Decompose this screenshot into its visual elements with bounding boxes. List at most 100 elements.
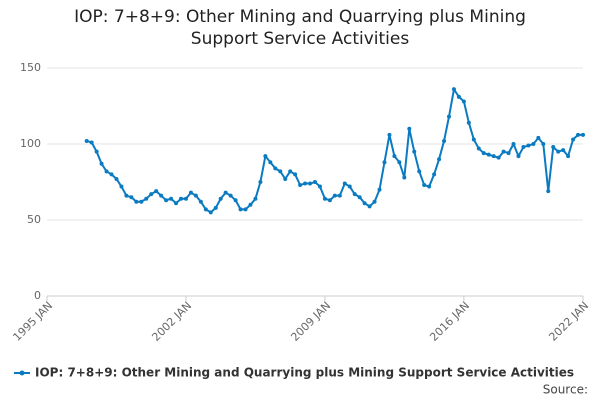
data-point	[471, 137, 476, 142]
data-point	[174, 201, 179, 206]
data-point	[94, 149, 99, 154]
y-tick-label: 50	[27, 213, 41, 226]
data-point	[213, 205, 218, 210]
data-point	[392, 154, 397, 159]
y-tick-label: 150	[20, 61, 41, 74]
source: Source:	[543, 383, 588, 397]
data-point	[447, 114, 451, 119]
x-tick-label: 2016 JAN	[427, 299, 472, 344]
data-point	[362, 201, 367, 206]
data-point	[89, 140, 94, 145]
data-point	[263, 154, 268, 159]
data-point	[382, 160, 387, 165]
data-point	[476, 146, 481, 151]
data-point	[402, 175, 407, 180]
data-point	[417, 169, 422, 174]
data-point	[114, 176, 119, 181]
data-point	[303, 181, 308, 186]
data-point	[566, 154, 571, 159]
data-point	[203, 207, 208, 212]
data-point	[283, 176, 288, 181]
data-point	[422, 183, 427, 188]
data-point	[134, 199, 139, 204]
data-point	[104, 169, 109, 174]
data-point	[84, 138, 89, 143]
data-point	[327, 198, 332, 203]
data-point	[407, 126, 412, 131]
data-point	[193, 193, 198, 198]
data-point	[99, 161, 104, 166]
data-point	[546, 189, 551, 194]
data-point	[397, 160, 402, 165]
data-point	[109, 172, 114, 177]
data-point	[144, 196, 149, 201]
x-tick-label: 2002 JAN	[149, 299, 194, 344]
data-point	[372, 199, 377, 204]
data-point	[164, 198, 169, 203]
data-point	[159, 193, 164, 198]
data-point	[268, 160, 273, 165]
data-point	[377, 187, 382, 192]
y-tick-label: 0	[34, 289, 41, 302]
data-point	[293, 172, 298, 177]
data-point	[516, 154, 521, 159]
data-point	[347, 184, 352, 189]
data-point	[278, 169, 283, 174]
data-point	[228, 193, 233, 198]
data-point	[451, 87, 456, 92]
legend-marker	[19, 370, 25, 376]
data-point	[466, 120, 471, 125]
data-point	[139, 199, 144, 204]
data-point	[486, 152, 491, 157]
data-point	[561, 148, 566, 153]
data-point	[332, 193, 337, 198]
data-point	[243, 207, 248, 212]
data-point	[179, 196, 183, 201]
data-point	[273, 166, 278, 171]
data-point	[248, 202, 253, 207]
data-point	[367, 204, 372, 209]
x-tick-label: 2009 JAN	[288, 299, 333, 344]
data-point	[149, 192, 154, 197]
y-tick-label: 100	[20, 137, 41, 150]
data-point	[442, 138, 447, 143]
data-point	[253, 196, 258, 201]
data-point	[526, 143, 531, 148]
data-point	[387, 132, 392, 137]
data-point	[337, 193, 342, 198]
data-point	[357, 195, 362, 200]
data-point	[481, 151, 486, 156]
data-point	[432, 172, 437, 177]
data-point	[437, 157, 442, 162]
data-point	[491, 154, 496, 159]
legend-label: IOP: 7+8+9: Other Mining and Quarrying p…	[35, 366, 574, 380]
data-point	[427, 184, 432, 189]
data-point	[352, 192, 357, 197]
data-point	[511, 142, 516, 146]
data-point	[188, 190, 193, 195]
data-point	[288, 169, 293, 174]
x-tick-label: 2022 JAN	[546, 299, 591, 344]
data-point	[258, 180, 263, 184]
data-point	[571, 137, 576, 142]
data-point	[556, 149, 561, 154]
x-tick-label: 1995 JAN	[10, 299, 55, 344]
data-point	[208, 210, 213, 215]
data-point	[317, 184, 322, 189]
data-point	[581, 132, 585, 137]
data-point	[501, 149, 506, 154]
data-point	[412, 149, 417, 154]
data-point	[124, 193, 129, 198]
data-point	[308, 181, 313, 186]
data-point	[541, 142, 546, 146]
data-point	[521, 145, 526, 150]
data-point	[238, 207, 243, 212]
chart-title: IOP: 7+8+9: Other Mining and Quarrying p…	[74, 7, 526, 49]
data-point	[456, 94, 461, 99]
data-point	[223, 190, 228, 195]
data-point	[129, 195, 134, 200]
data-point	[506, 151, 511, 156]
data-point	[313, 180, 317, 184]
